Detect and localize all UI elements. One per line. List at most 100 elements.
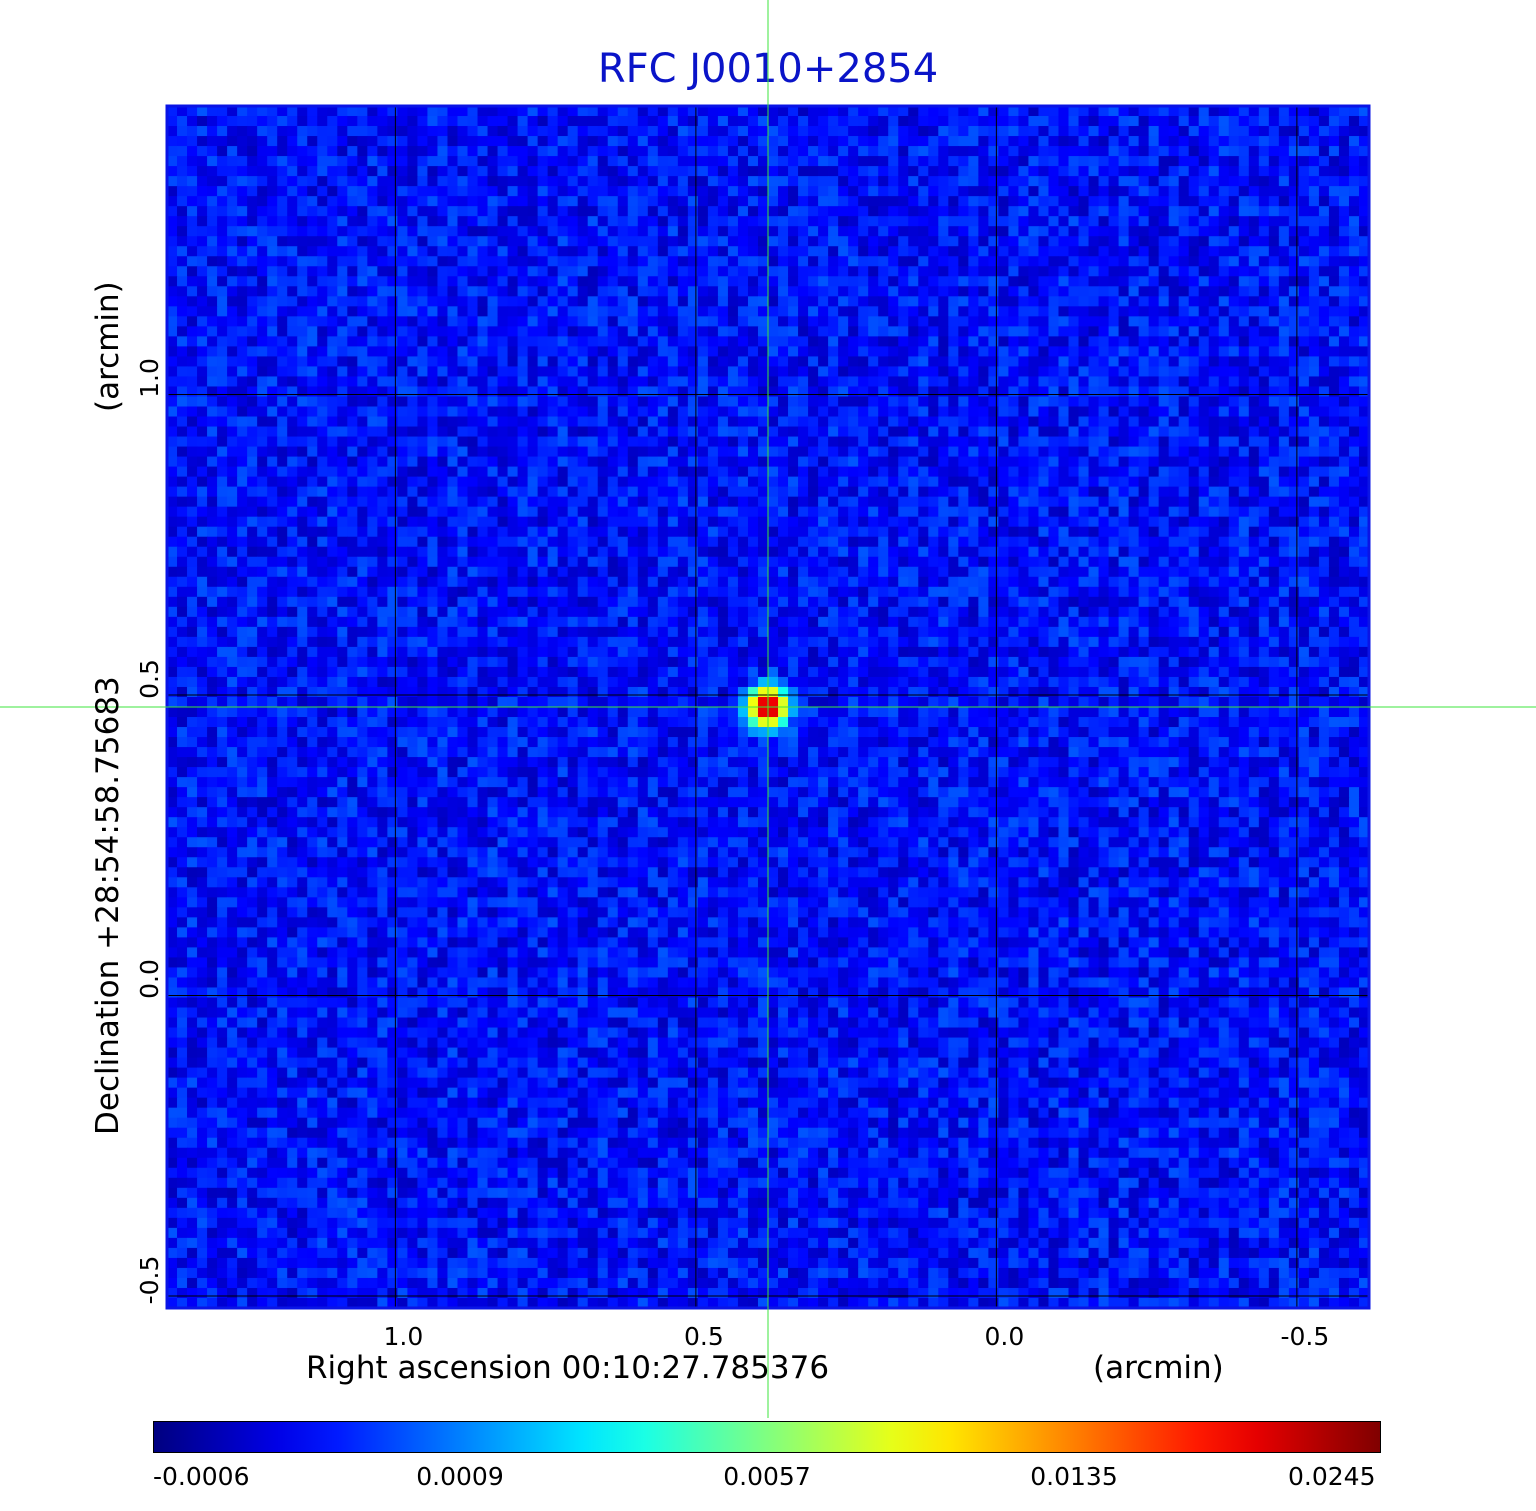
image-pixel xyxy=(1328,286,1340,297)
image-pixel xyxy=(768,356,779,368)
image-pixel xyxy=(527,496,539,508)
image-pixel xyxy=(647,306,659,317)
image-pixel xyxy=(637,346,649,358)
image-pixel xyxy=(377,266,388,277)
image-pixel xyxy=(727,356,739,368)
image-pixel xyxy=(1108,296,1120,307)
image-pixel xyxy=(677,456,689,468)
image-pixel xyxy=(958,256,969,267)
image-pixel xyxy=(1268,296,1280,307)
image-pixel xyxy=(577,336,589,347)
image-pixel xyxy=(237,256,248,267)
image-pixel xyxy=(577,496,589,508)
image-pixel xyxy=(737,376,749,388)
image-pixel xyxy=(1008,356,1020,368)
image-pixel xyxy=(517,116,529,127)
image-pixel xyxy=(1118,136,1130,147)
image-pixel xyxy=(487,276,499,287)
image-pixel xyxy=(257,486,268,498)
image-pixel xyxy=(768,496,779,508)
image-pixel xyxy=(287,116,298,127)
image-pixel xyxy=(1168,416,1180,428)
image-pixel xyxy=(257,396,268,408)
image-pixel xyxy=(627,456,639,468)
image-pixel xyxy=(1308,476,1320,488)
image-pixel xyxy=(878,476,889,488)
image-pixel xyxy=(557,506,569,518)
image-pixel xyxy=(477,456,489,468)
image-pixel xyxy=(1078,126,1090,137)
image-pixel xyxy=(958,106,969,117)
image-pixel xyxy=(1238,376,1250,388)
image-pixel xyxy=(317,186,328,197)
image-pixel xyxy=(998,446,1009,458)
image-pixel xyxy=(647,366,659,378)
image-pixel xyxy=(657,476,669,488)
image-pixel xyxy=(1268,206,1280,217)
image-pixel xyxy=(1018,156,1030,167)
image-pixel xyxy=(1008,436,1020,448)
image-pixel xyxy=(677,336,689,347)
image-pixel xyxy=(647,376,659,388)
image-pixel xyxy=(908,316,919,327)
image-pixel xyxy=(1248,466,1260,478)
image-pixel xyxy=(1248,106,1260,117)
image-pixel xyxy=(267,466,278,478)
image-pixel xyxy=(517,256,529,267)
image-pixel xyxy=(617,226,629,237)
image-pixel xyxy=(818,396,829,408)
image-pixel xyxy=(928,466,939,478)
image-pixel xyxy=(958,136,969,147)
image-pixel xyxy=(527,466,539,478)
image-pixel xyxy=(1278,146,1290,157)
image-pixel xyxy=(1188,426,1200,438)
image-pixel xyxy=(267,326,278,337)
image-pixel xyxy=(427,266,439,277)
image-pixel xyxy=(297,236,308,247)
image-pixel xyxy=(197,266,208,277)
image-pixel xyxy=(337,236,348,247)
image-pixel xyxy=(1298,236,1310,247)
image-pixel xyxy=(1318,396,1330,408)
image-pixel xyxy=(367,276,378,287)
image-pixel xyxy=(417,246,429,257)
image-pixel xyxy=(908,176,919,187)
image-pixel xyxy=(667,266,679,277)
image-pixel xyxy=(1238,306,1250,317)
image-pixel xyxy=(1028,156,1040,167)
image-pixel xyxy=(798,266,809,277)
image-pixel xyxy=(757,356,769,368)
image-pixel xyxy=(1228,206,1240,217)
image-pixel xyxy=(327,456,338,468)
image-pixel xyxy=(988,116,999,127)
image-pixel xyxy=(477,116,489,127)
image-pixel xyxy=(187,246,198,257)
image-pixel xyxy=(1178,366,1190,378)
image-pixel xyxy=(1158,376,1170,388)
image-pixel xyxy=(1078,316,1090,327)
image-pixel xyxy=(527,506,539,518)
image-pixel xyxy=(517,296,529,307)
image-pixel xyxy=(437,406,449,418)
image-pixel xyxy=(958,396,969,408)
image-pixel xyxy=(958,426,969,438)
image-pixel xyxy=(1168,366,1180,378)
image-pixel xyxy=(828,296,839,307)
image-pixel xyxy=(657,386,669,398)
image-pixel xyxy=(798,356,809,368)
image-pixel xyxy=(1118,286,1130,297)
image-pixel xyxy=(467,436,479,448)
image-pixel xyxy=(347,166,358,177)
image-pixel xyxy=(968,396,979,408)
image-pixel xyxy=(237,366,248,378)
image-pixel xyxy=(1028,386,1040,398)
image-pixel xyxy=(1238,476,1250,488)
image-pixel xyxy=(257,466,268,478)
image-pixel xyxy=(497,476,509,488)
image-pixel xyxy=(307,256,318,267)
image-pixel xyxy=(667,366,679,378)
image-pixel xyxy=(707,516,719,528)
image-pixel xyxy=(727,446,739,458)
image-pixel xyxy=(1158,126,1170,137)
image-pixel xyxy=(1198,166,1210,177)
